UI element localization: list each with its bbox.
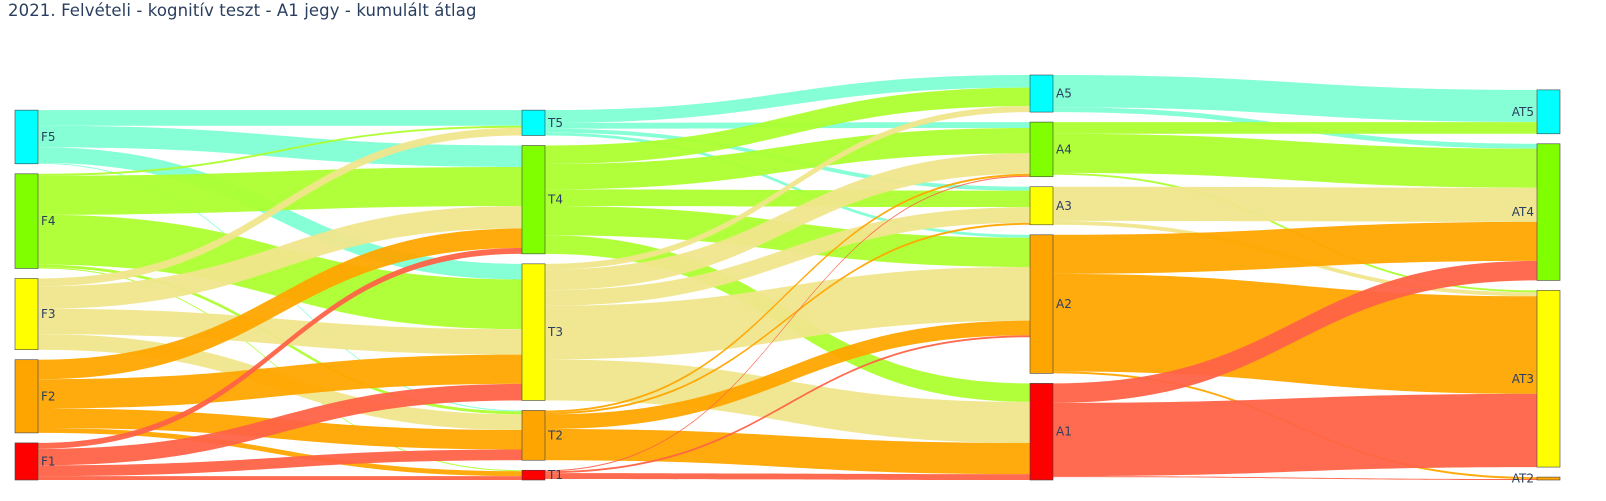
link-f5-t3 [38, 147, 522, 280]
node-t1 [521, 469, 546, 481]
node-label-t5: T5 [547, 116, 563, 130]
link-t1-a4 [545, 175, 1030, 472]
link-t1-a1 [545, 473, 1030, 480]
node-label-a3: A3 [1056, 199, 1072, 213]
link-f2-t4 [38, 228, 522, 380]
link-f3-t5 [38, 127, 522, 287]
chart-title: 2021. Felvételi - kognitív teszt - A1 je… [8, 1, 477, 20]
node-f3 [14, 278, 39, 351]
link-a4-at5 [1053, 122, 1537, 134]
link-f1-t4 [38, 247, 522, 449]
node-at3 [1536, 290, 1561, 468]
link-t2-a2 [545, 320, 1030, 430]
link-t3-a5 [545, 106, 1030, 270]
node-label-at2: AT2 [1512, 472, 1534, 486]
link-f4-t5 [38, 125, 522, 176]
link-f5-t4 [38, 125, 522, 167]
link-a5-at5 [1053, 75, 1537, 123]
link-f2-t3 [38, 354, 522, 409]
link-a1-at4 [1053, 260, 1537, 403]
node-a1 [1029, 383, 1054, 481]
node-at5 [1536, 89, 1561, 135]
node-label-a1: A1 [1056, 425, 1072, 439]
node-at4 [1536, 143, 1561, 281]
node-label-a4: A4 [1056, 142, 1072, 156]
node-t4 [521, 145, 546, 255]
node-a3 [1029, 186, 1054, 226]
link-t2-a1 [545, 429, 1030, 475]
link-f3-t4 [38, 206, 522, 309]
node-label-t2: T2 [547, 428, 563, 442]
link-f2-t1 [38, 428, 522, 477]
node-label-t1: T1 [547, 468, 563, 482]
node-label-f4: F4 [41, 214, 56, 228]
node-f1 [14, 442, 39, 481]
link-f1-t1 [38, 476, 522, 480]
link-a3-at4 [1053, 186, 1537, 222]
link-t4-a5 [545, 87, 1030, 165]
node-label-t4: T4 [547, 193, 563, 207]
link-t4-a3 [545, 189, 1030, 208]
node-a5 [1029, 74, 1054, 113]
labels-layer: F5 F4 F3 F2 F1 T5 T4 T3 T2 T1 A5 A4 A3 A2 A1 AT5 AT4 AT3 A… [41, 87, 1534, 486]
node-label-f2: F2 [41, 389, 56, 403]
node-t3 [521, 263, 546, 401]
link-f4-t4 [38, 166, 522, 215]
node-label-at5: AT5 [1512, 105, 1534, 119]
node-t5 [521, 109, 546, 136]
node-label-f3: F3 [41, 307, 56, 321]
link-t3-a3 [545, 207, 1030, 306]
node-at2 [1536, 476, 1561, 481]
node-t2 [521, 410, 546, 461]
link-a1-at2 [1053, 476, 1537, 480]
link-f5-t5 [38, 110, 522, 126]
link-t4-a4 [545, 127, 1030, 190]
link-f3-t3 [38, 308, 522, 355]
node-f2 [14, 359, 39, 434]
link-f1-t2 [38, 449, 522, 477]
links-layer [38, 75, 1537, 480]
link-f1-t3 [38, 383, 522, 466]
node-label-at4: AT4 [1512, 205, 1534, 219]
link-t1-a2 [545, 335, 1030, 474]
node-f4 [14, 173, 39, 269]
link-t5-a5 [545, 75, 1030, 123]
nodes-layer [14, 74, 1561, 481]
node-a2 [1029, 234, 1054, 374]
node-label-f5: F5 [41, 130, 56, 144]
node-label-f1: F1 [41, 454, 56, 468]
node-a4 [1029, 121, 1054, 178]
link-t3-a2 [545, 267, 1030, 360]
node-f5 [14, 109, 39, 165]
link-t2-a3 [545, 222, 1030, 415]
link-a4-at4 [1053, 133, 1537, 188]
link-a2-at4 [1053, 221, 1537, 274]
link-f4-t3 [38, 214, 522, 330]
link-t3-a4 [545, 153, 1030, 291]
link-t2-a4 [545, 173, 1030, 413]
link-t4-a2 [545, 206, 1030, 268]
node-label-a5: A5 [1056, 87, 1072, 101]
node-label-a2: A2 [1056, 297, 1072, 311]
node-label-t3: T3 [547, 325, 563, 339]
link-a1-at3 [1053, 393, 1537, 477]
node-label-at3: AT3 [1512, 372, 1534, 386]
link-t3-a1 [545, 359, 1030, 443]
